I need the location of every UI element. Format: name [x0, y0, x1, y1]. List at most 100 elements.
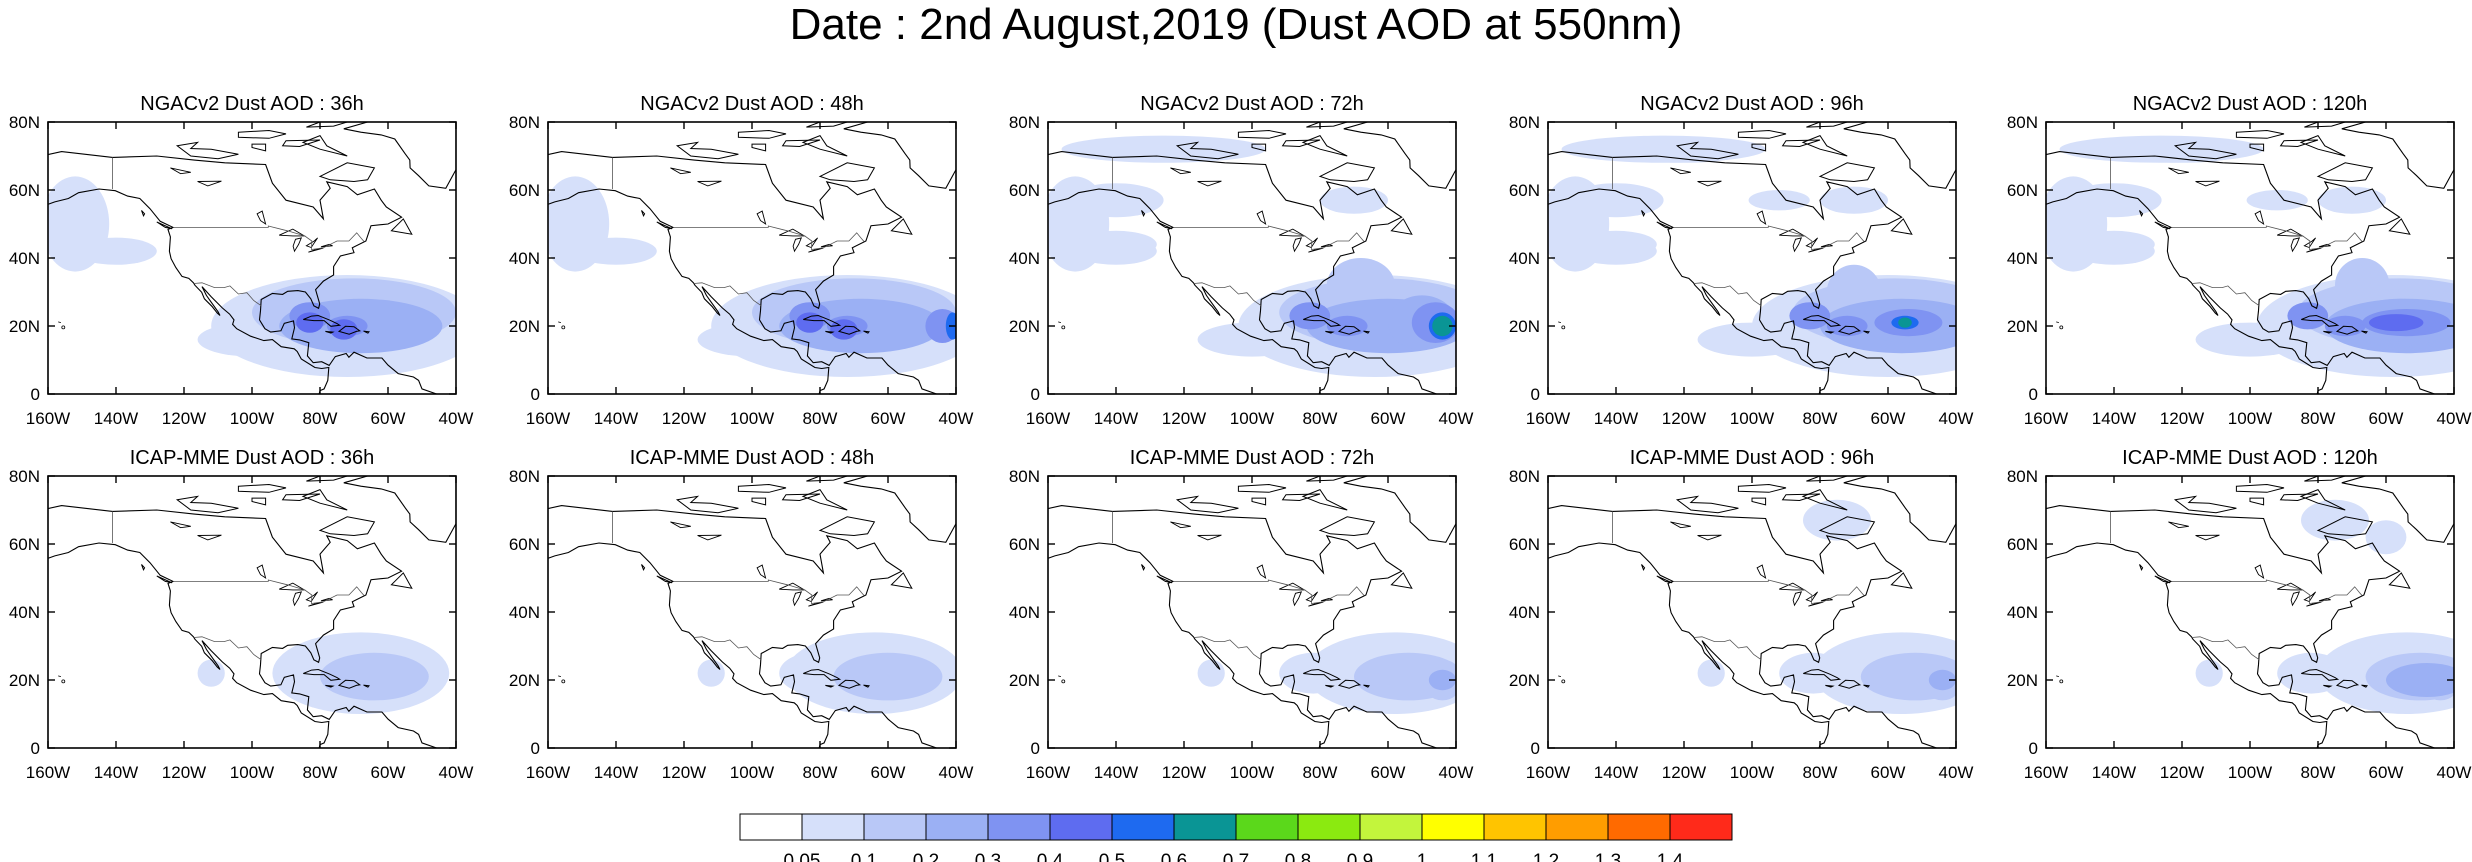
- dust-shading: [1928, 669, 1956, 691]
- x-tick-label: 80W: [803, 409, 838, 428]
- border: [693, 282, 762, 307]
- y-tick-label: 40N: [1509, 249, 1540, 268]
- lake: [197, 180, 222, 187]
- colorbar-label: 0.9: [1347, 851, 1373, 862]
- dust-shading: [75, 237, 157, 265]
- island: [175, 495, 239, 514]
- island: [1251, 497, 1267, 506]
- island: [1390, 218, 1413, 235]
- island: [301, 134, 348, 157]
- y-tick-label: 60N: [9, 535, 40, 554]
- island: [1363, 330, 1370, 334]
- lake: [670, 521, 691, 529]
- dust-shading: [1789, 302, 1831, 330]
- coastline: [343, 122, 456, 189]
- island: [837, 679, 862, 689]
- y-tick-label: 20N: [509, 671, 540, 690]
- map-area: [1548, 476, 1956, 748]
- x-tick-label: 160W: [1026, 409, 1070, 428]
- island: [2059, 679, 2064, 684]
- x-tick-label: 40W: [439, 763, 474, 782]
- border: [173, 579, 365, 604]
- island: [2279, 493, 2319, 502]
- dust-shading: [2246, 190, 2308, 211]
- island: [1890, 572, 1913, 589]
- lake: [756, 210, 767, 226]
- panel-title: ICAP-MME Dust AOD : 96h: [1630, 447, 1875, 469]
- coastline: [548, 151, 939, 394]
- dust-shading: [830, 319, 858, 340]
- y-tick-label: 80N: [1509, 467, 1540, 486]
- lake: [1170, 521, 1191, 529]
- x-tick-label: 160W: [2024, 763, 2068, 782]
- y-tick-label: 40N: [1509, 603, 1540, 622]
- coastline: [843, 476, 956, 543]
- dust-shading: [1820, 186, 1888, 214]
- lake: [308, 247, 324, 253]
- island: [806, 122, 848, 128]
- island: [863, 330, 870, 334]
- lake: [808, 601, 824, 607]
- x-tick-label: 100W: [730, 409, 774, 428]
- colorbar: 0.05 0.1 0.2 0.3 0.4 0.5 0.6 0.7 0.8 0.9 1 1.1 1.2 1.…: [739, 813, 1733, 862]
- island: [1751, 497, 1767, 506]
- island: [251, 143, 267, 152]
- island: [656, 575, 673, 584]
- dust-shading: [1320, 186, 1388, 214]
- y-tick-label: 60N: [1509, 535, 1540, 554]
- island: [751, 497, 767, 506]
- dust-shading: [2195, 322, 2305, 357]
- island: [1318, 162, 1376, 183]
- x-tick-label: 140W: [94, 763, 138, 782]
- panel-title: NGACv2 Dust AOD : 120h: [2133, 93, 2368, 115]
- dust-shading: [2277, 652, 2346, 694]
- coastline: [48, 505, 439, 748]
- x-tick-label: 40W: [1939, 409, 1974, 428]
- island: [61, 679, 66, 684]
- x-tick-label: 120W: [2160, 763, 2204, 782]
- lake: [1670, 167, 1691, 175]
- lake: [1792, 591, 1803, 607]
- lake: [756, 564, 767, 580]
- x-tick-label: 140W: [1094, 763, 1138, 782]
- y-tick-label: 40N: [509, 249, 540, 268]
- x-tick-label: 60W: [1871, 409, 1906, 428]
- island: [1237, 483, 1287, 493]
- y-tick-label: 40N: [509, 603, 540, 622]
- y-tick-label: 0: [1531, 385, 1540, 404]
- lake: [2254, 564, 2265, 580]
- coastline: [1548, 151, 1939, 394]
- colorbar-swatch: [925, 813, 989, 841]
- lake: [197, 534, 222, 541]
- colorbar-swatch: [863, 813, 927, 841]
- y-tick-label: 0: [1031, 739, 1040, 758]
- island: [1363, 684, 1370, 688]
- x-tick-label: 80W: [803, 763, 838, 782]
- x-tick-label: 60W: [2369, 763, 2404, 782]
- island: [561, 325, 566, 330]
- island: [781, 139, 821, 148]
- lake: [170, 167, 191, 175]
- island: [1751, 143, 1767, 152]
- island: [1306, 122, 1348, 128]
- lake: [1697, 180, 1722, 187]
- map-area: [1548, 122, 1956, 394]
- x-tick-label: 60W: [871, 409, 906, 428]
- map-panel: NGACv2 Dust AOD : 120h 160W 140W 120W 100W 80…: [2007, 93, 2472, 428]
- colorbar-label: 0.8: [1285, 851, 1311, 862]
- y-tick-label: 20N: [1509, 671, 1540, 690]
- x-tick-label: 160W: [26, 409, 70, 428]
- dust-shading: [833, 652, 943, 701]
- coastline: [343, 476, 456, 543]
- dust-shading: [1061, 135, 1266, 163]
- x-tick-label: 120W: [1162, 409, 1206, 428]
- y-tick-label: 60N: [1009, 535, 1040, 554]
- lake: [1756, 564, 1767, 580]
- border: [1673, 225, 1865, 250]
- y-tick-label: 60N: [9, 181, 40, 200]
- panel-title: ICAP-MME Dust AOD : 72h: [1130, 447, 1375, 469]
- lake: [2195, 534, 2220, 541]
- lake: [697, 180, 722, 187]
- y-tick-label: 80N: [509, 113, 540, 132]
- lake: [1256, 564, 1267, 580]
